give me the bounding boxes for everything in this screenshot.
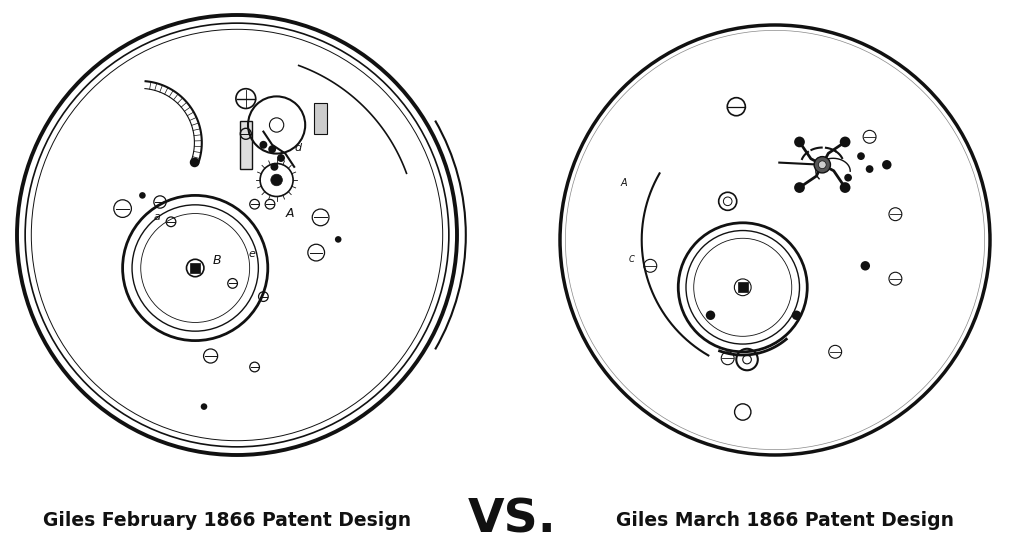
Circle shape bbox=[706, 310, 715, 320]
Circle shape bbox=[270, 174, 283, 186]
Circle shape bbox=[268, 145, 276, 153]
Circle shape bbox=[189, 158, 200, 167]
Circle shape bbox=[259, 141, 267, 149]
Circle shape bbox=[270, 163, 279, 170]
Bar bbox=[241, 121, 252, 169]
Text: d: d bbox=[294, 144, 301, 153]
Circle shape bbox=[857, 152, 865, 160]
Text: C: C bbox=[629, 254, 635, 263]
Circle shape bbox=[792, 310, 801, 320]
Circle shape bbox=[795, 136, 805, 148]
Text: A: A bbox=[621, 178, 627, 188]
Bar bbox=[737, 282, 748, 292]
Bar bbox=[314, 103, 328, 134]
Circle shape bbox=[840, 136, 851, 148]
Circle shape bbox=[795, 182, 805, 193]
Text: VS.: VS. bbox=[468, 498, 556, 542]
Circle shape bbox=[278, 154, 285, 162]
Text: Giles February 1866 Patent Design: Giles February 1866 Patent Design bbox=[43, 510, 411, 529]
Circle shape bbox=[865, 165, 873, 173]
Text: B: B bbox=[213, 254, 221, 267]
Circle shape bbox=[139, 192, 145, 198]
Circle shape bbox=[860, 261, 870, 271]
Text: A: A bbox=[286, 207, 294, 220]
Circle shape bbox=[201, 403, 207, 410]
Circle shape bbox=[818, 161, 826, 169]
Text: e: e bbox=[248, 249, 255, 259]
Text: a: a bbox=[154, 212, 161, 221]
Circle shape bbox=[840, 182, 851, 193]
Circle shape bbox=[335, 236, 341, 243]
Circle shape bbox=[814, 157, 830, 173]
Text: Giles March 1866 Patent Design: Giles March 1866 Patent Design bbox=[616, 510, 954, 529]
Circle shape bbox=[844, 174, 852, 182]
Bar bbox=[190, 263, 201, 273]
Circle shape bbox=[882, 160, 892, 169]
